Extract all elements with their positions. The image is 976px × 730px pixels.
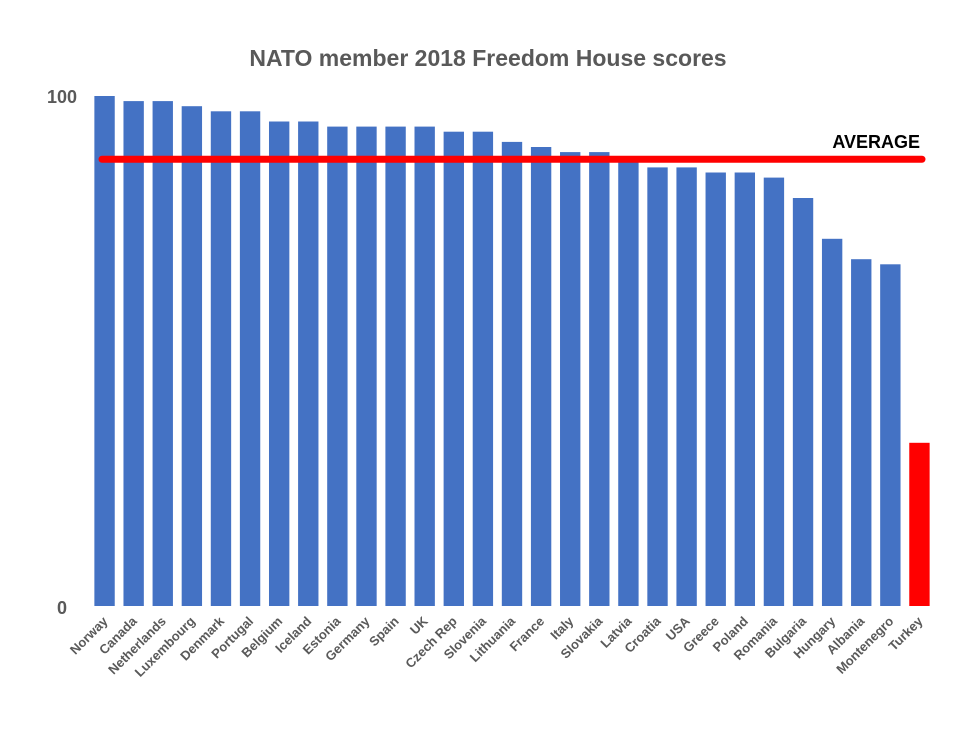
bar-montenegro <box>880 264 901 606</box>
bar-spain <box>385 126 406 606</box>
bar-greece <box>705 172 726 606</box>
bar-denmark <box>210 111 232 607</box>
bar-estonia <box>327 126 348 606</box>
bar-latvia <box>618 162 639 607</box>
bar-romania <box>763 177 785 606</box>
bar-poland <box>734 172 756 606</box>
bar-iceland <box>298 121 319 606</box>
bar-hungary <box>821 238 843 607</box>
bars-group <box>94 96 930 607</box>
average-label: AVERAGE <box>832 132 920 152</box>
x-tick-labels-group: NorwayCanadaNetherlandsLuxembourgDenmark… <box>67 613 926 680</box>
bar-albania <box>851 259 872 606</box>
bar-portugal <box>239 111 261 607</box>
bar-bulgaria <box>792 198 814 606</box>
bar-italy <box>560 152 581 606</box>
bar-luxembourg <box>181 106 203 606</box>
bar-slovenia <box>472 131 494 606</box>
y-tick-label-max: 100 <box>47 87 77 107</box>
y-tick-label-min: 0 <box>57 598 67 618</box>
bar-czech-rep <box>443 131 464 606</box>
x-tick-label: Turkey <box>885 613 926 654</box>
bar-slovakia <box>589 152 610 606</box>
bar-usa <box>676 167 697 606</box>
x-tick-label: UK <box>407 613 431 637</box>
bar-france <box>530 147 552 606</box>
bar-belgium <box>268 121 290 606</box>
average-line-group: AVERAGE <box>98 132 926 163</box>
bar-turkey <box>909 442 930 606</box>
bar-croatia <box>647 167 668 606</box>
bar-germany <box>356 126 377 606</box>
chart-title: NATO member 2018 Freedom House scores <box>249 45 726 71</box>
bar-uk <box>414 126 435 606</box>
bar-lithuania <box>501 141 523 606</box>
bar-norway <box>94 96 115 606</box>
x-tick-label: Spain <box>366 613 402 649</box>
bar-netherlands <box>152 101 173 606</box>
bar-canada <box>123 101 144 606</box>
